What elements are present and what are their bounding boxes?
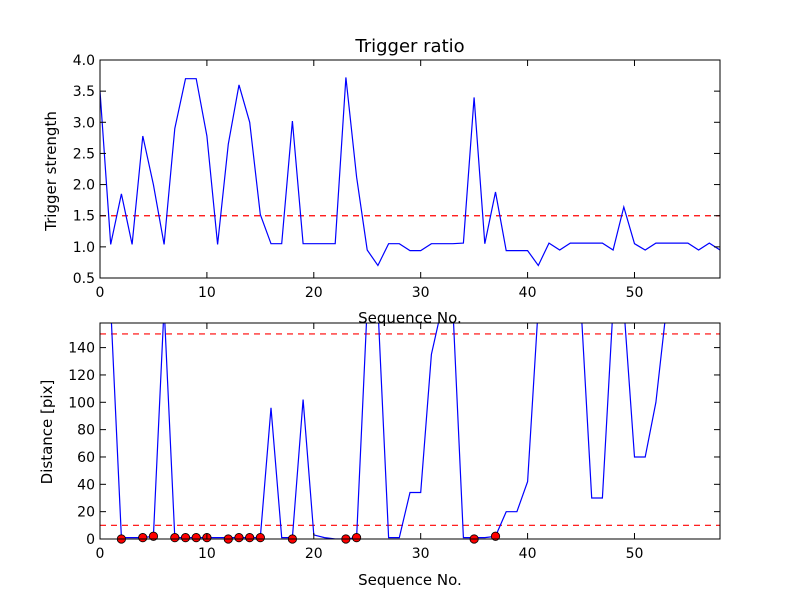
x-tick-label: 20 — [305, 285, 323, 301]
y-tick-label: 3.5 — [73, 84, 95, 100]
x-axis-label: Sequence No. — [358, 571, 462, 589]
y-tick-label: 0 — [86, 532, 95, 548]
x-tick-label: 50 — [626, 546, 644, 562]
scatter-point — [234, 533, 244, 543]
y-tick-label: 80 — [77, 423, 95, 439]
y-axis-label: Trigger strength — [42, 111, 60, 232]
x-tick-label: 30 — [412, 285, 430, 301]
series-line — [100, 77, 720, 267]
trigger-ratio-ticks: 0 10 20 30 40 50 0.5 1.0 1.5 2.0 2.5 3.0 3.5 4.0 — [73, 53, 720, 301]
y-tick-label: 1.5 — [73, 209, 95, 225]
y-tick-label: 2.5 — [73, 146, 95, 162]
plot-title: Trigger ratio — [354, 36, 464, 57]
scatter-point — [138, 533, 148, 543]
scatter-point — [191, 533, 201, 543]
y-tick-label: 20 — [77, 505, 95, 521]
plot-frame — [99, 322, 721, 540]
x-tick-label: 10 — [198, 285, 216, 301]
scatter-point — [245, 533, 255, 543]
plot-area — [100, 77, 720, 267]
y-tick-label: 1.0 — [73, 240, 95, 256]
y-tick-label: 4.0 — [73, 53, 95, 69]
scatter-point — [170, 533, 180, 543]
distance-ticks: 0 10 20 30 40 50 0 20 40 60 80 100 120 140 — [68, 323, 720, 562]
y-tick-label: 120 — [68, 368, 95, 384]
x-tick-label: 10 — [198, 546, 216, 562]
scatter-point — [490, 531, 501, 541]
x-axis-label: Sequence No. — [358, 309, 462, 327]
scatter-point — [180, 533, 191, 543]
plot-frame — [99, 59, 721, 279]
distance-marks — [100, 323, 720, 544]
x-tick-label: 0 — [96, 546, 105, 562]
x-tick-label: 30 — [412, 546, 430, 562]
y-tick-label: 3.0 — [73, 115, 95, 131]
x-tick-label: 20 — [305, 546, 323, 562]
x-tick-label: 0 — [96, 285, 105, 301]
distance-plot: Sequence No. Distance [pix] 0 10 20 30 40 500… — [38, 322, 721, 589]
scatter-point — [148, 531, 159, 541]
trigger-ratio-marks — [100, 77, 720, 267]
scatter-point — [351, 533, 362, 543]
y-tick-label: 2.0 — [73, 178, 95, 194]
y-tick-label: 100 — [68, 395, 95, 411]
y-axis-label: Distance [pix] — [38, 380, 56, 485]
x-tick-label: 40 — [519, 285, 537, 301]
y-tick-label: 0.5 — [73, 271, 95, 287]
x-tick-label: 50 — [626, 285, 644, 301]
x-tick-label: 40 — [519, 546, 537, 562]
y-tick-label: 140 — [68, 341, 95, 357]
scatter-point — [255, 533, 265, 543]
y-tick-label: 40 — [77, 477, 95, 493]
y-tick-label: 60 — [77, 450, 95, 466]
trigger-ratio-plot: Trigger ratio Sequence No. Trigger stren… — [42, 36, 721, 327]
